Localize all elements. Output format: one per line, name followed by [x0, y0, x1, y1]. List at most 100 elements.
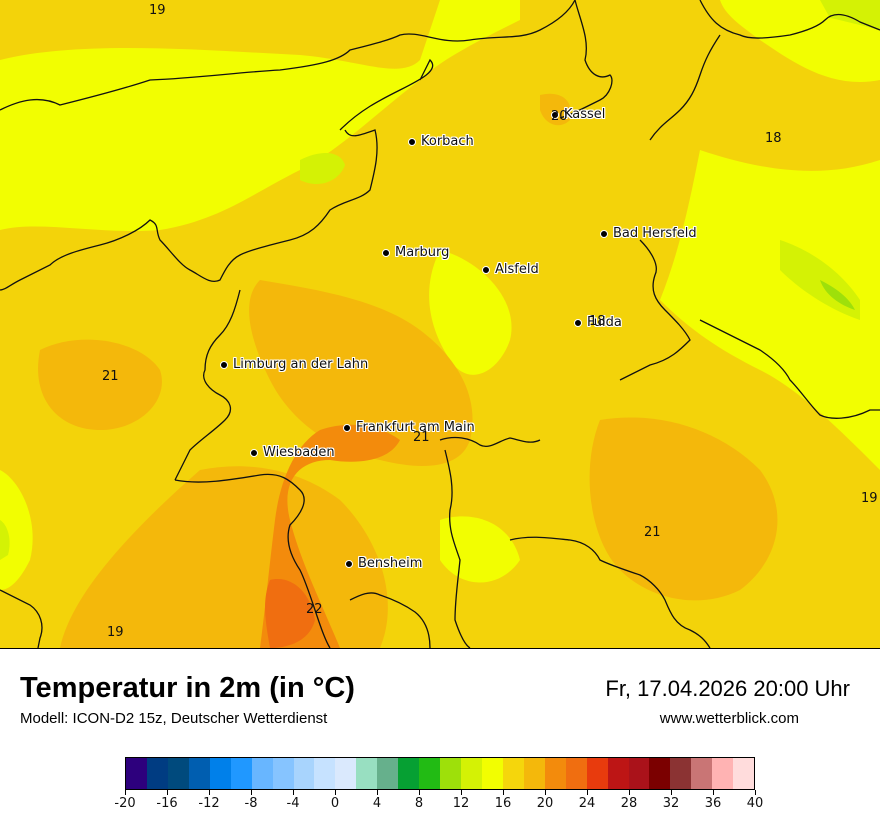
- city-marker-fulda: Fulda: [574, 315, 622, 330]
- colorbar-bin: [188, 758, 210, 789]
- temperature-value-label: 18: [765, 131, 782, 146]
- colorbar-tick: [334, 790, 336, 795]
- city-marker-korbach: Korbach: [408, 134, 474, 149]
- colorbar-tick-label: 16: [494, 796, 512, 811]
- colorbar-tick: [586, 790, 588, 795]
- city-dot-icon: [343, 423, 351, 432]
- colorbar-bin: [544, 758, 566, 789]
- city-label: Bad Hersfeld: [613, 226, 697, 241]
- temperature-colorbar: [125, 757, 755, 790]
- temperature-value-label: 18: [589, 314, 606, 329]
- city-label: Bensheim: [358, 556, 423, 571]
- city-dot-icon: [382, 248, 390, 257]
- colorbar-bin: [398, 758, 420, 789]
- colorbar-bin: [251, 758, 273, 789]
- colorbar-bin: [209, 758, 231, 789]
- colorbar-bin: [230, 758, 252, 789]
- colorbar-tick: [376, 790, 378, 795]
- colorbar-tick-label: 12: [452, 796, 470, 811]
- colorbar-bin: [419, 758, 441, 789]
- colorbar-tick: [628, 790, 630, 795]
- colorbar-tick: [208, 790, 210, 795]
- colorbar-bin: [628, 758, 650, 789]
- colorbar-tick: [544, 790, 546, 795]
- colorbar-bin: [356, 758, 378, 789]
- temperature-value-label: 19: [149, 3, 166, 18]
- city-dot-icon: [408, 137, 416, 146]
- forecast-datetime: Fr, 17.04.2026 20:00 Uhr: [605, 676, 850, 701]
- temperature-value-label: 21: [102, 369, 119, 384]
- colorbar-bin: [314, 758, 336, 789]
- colorbar-tick: [502, 790, 504, 795]
- temperature-field: [0, 0, 880, 648]
- colorbar-tick-label: -20: [114, 796, 136, 811]
- colorbar-tick-label: 20: [536, 796, 554, 811]
- colorbar-tick-label: 28: [620, 796, 638, 811]
- colorbar-bin: [481, 758, 503, 789]
- city-dot-icon: [250, 448, 258, 457]
- colorbar-tick-label: 24: [578, 796, 596, 811]
- city-label: Korbach: [421, 134, 474, 149]
- colorbar-bin: [167, 758, 189, 789]
- city-dot-icon: [482, 265, 490, 274]
- colorbar-bin: [126, 758, 147, 789]
- city-marker-marburg: Marburg: [382, 245, 449, 260]
- city-dot-icon: [345, 559, 353, 568]
- colorbar-tick: [712, 790, 714, 795]
- colorbar-tick: [292, 790, 294, 795]
- colorbar-tick: [166, 790, 168, 795]
- temperature-map: Kassel Korbach Bad Hersfeld Marburg Alsf…: [0, 0, 880, 649]
- colorbar-bin: [523, 758, 545, 789]
- city-marker-alsfeld: Alsfeld: [482, 262, 539, 277]
- temperature-value-label: 20: [551, 109, 568, 124]
- colorbar-tick: [460, 790, 462, 795]
- colorbar-ticks: -20 -16 -12 -8 -4 0 4 8 12 16 20 24 28 32 36 40: [114, 790, 763, 820]
- map-title: Temperatur in 2m (in °C): [20, 672, 355, 704]
- city-marker-kassel: Kassel: [551, 107, 605, 122]
- city-label: Frankfurt am Main: [356, 420, 475, 435]
- city-dot-icon: [600, 229, 608, 238]
- colorbar-bin: [607, 758, 629, 789]
- colorbar-bin: [586, 758, 608, 789]
- colorbar-tick-label: 32: [662, 796, 680, 811]
- colorbar-bin: [377, 758, 399, 789]
- colorbar-tick-label: 8: [414, 796, 424, 811]
- colorbar-tick-label: 36: [704, 796, 722, 811]
- colorbar-tick-label: -12: [198, 796, 220, 811]
- colorbar-tick: [670, 790, 672, 795]
- city-label: Limburg an der Lahn: [233, 357, 369, 372]
- temperature-value-label: 19: [861, 491, 878, 506]
- city-label: Alsfeld: [495, 262, 539, 277]
- temperature-value-label: 22: [306, 602, 323, 617]
- colorbar-bin: [272, 758, 294, 789]
- colorbar-tick: [250, 790, 252, 795]
- colorbar-tick-label: -8: [244, 796, 258, 811]
- temperature-value-label: 21: [413, 430, 430, 445]
- website-label: www.wetterblick.com: [659, 710, 799, 727]
- colorbar-bin: [712, 758, 734, 789]
- colorbar-bin: [335, 758, 357, 789]
- colorbar-bin: [565, 758, 587, 789]
- city-label: Kassel: [564, 107, 606, 122]
- city-marker-limburg: Limburg an der Lahn: [220, 357, 368, 372]
- colorbar-bin: [461, 758, 482, 789]
- city-dot-icon: [574, 318, 582, 327]
- city-marker-wiesbaden: Wiesbaden: [250, 445, 335, 460]
- colorbar-bin: [146, 758, 168, 789]
- colorbar-bin: [670, 758, 692, 789]
- colorbar-tick: [754, 790, 756, 795]
- city-label: Wiesbaden: [263, 445, 335, 460]
- colorbar-bin: [293, 758, 315, 789]
- city-marker-frankfurt: Frankfurt am Main: [343, 420, 475, 435]
- colorbar-tick: [124, 790, 126, 795]
- temperature-value-label: 19: [107, 625, 124, 640]
- city-dot-icon: [551, 110, 559, 119]
- city-marker-bensheim: Bensheim: [345, 556, 422, 571]
- city-marker-bad-hersfeld: Bad Hersfeld: [600, 226, 697, 241]
- temperature-value-label: 21: [644, 525, 661, 540]
- city-label: Marburg: [395, 245, 450, 260]
- colorbar-bin: [440, 758, 461, 789]
- model-subtitle: Modell: ICON-D2 15z, Deutscher Wetterdie…: [20, 710, 328, 727]
- colorbar-tick: [418, 790, 420, 795]
- colorbar-tick-label: 4: [372, 796, 382, 811]
